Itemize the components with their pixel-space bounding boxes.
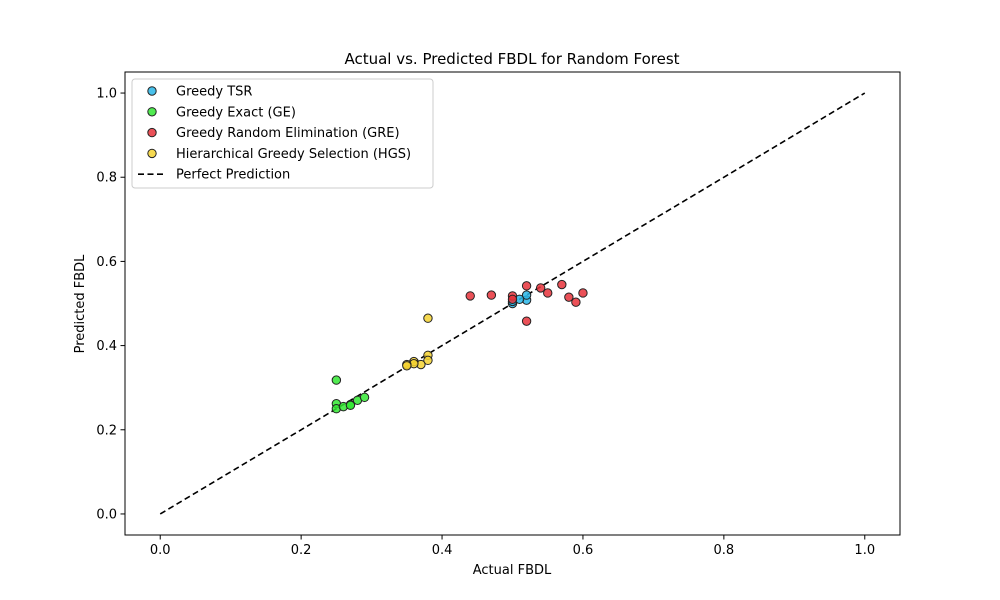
x-tick-label: 1.0 [854, 543, 875, 558]
data-point [402, 361, 412, 371]
data-point [571, 297, 581, 307]
x-tick-label: 0.2 [291, 543, 312, 558]
data-point [578, 288, 588, 298]
data-point [359, 392, 370, 403]
x-tick-label: 0.0 [150, 543, 171, 558]
data-point [535, 283, 546, 293]
legend-label: Hierarchical Greedy Selection (HGS) [176, 147, 411, 162]
y-tick-label: 1.0 [96, 87, 117, 102]
data-point [521, 316, 532, 326]
legend-label: Greedy TSR [176, 85, 252, 100]
plot-frame [124, 71, 901, 536]
data-point [423, 355, 433, 366]
data-point [507, 294, 518, 304]
series-4 [402, 313, 433, 371]
data-point [521, 281, 532, 291]
x-tick-label: 0.6 [573, 543, 594, 558]
x-tick-label: 0.4 [432, 543, 453, 558]
data-point [345, 400, 356, 411]
plot-area [159, 92, 866, 515]
y-tick-label: 0.4 [96, 339, 117, 354]
data-point [486, 290, 497, 300]
legend-marker [147, 127, 157, 138]
legend-box [131, 78, 434, 189]
y-tick-label: 0.6 [96, 255, 117, 270]
x-axis-label: Actual FBDL [473, 563, 552, 578]
legend-marker [147, 86, 157, 96]
x-tick-label: 0.8 [714, 543, 735, 558]
legend-marker [147, 148, 157, 159]
legend-marker [147, 107, 157, 117]
data-point [465, 291, 475, 301]
data-point [423, 313, 433, 323]
axes: 0.0 0.2 0.4 0.6 0.8 1.0 0.0 0.2 0.4 0.6 0.8 1.0 [96, 71, 901, 558]
data-point [331, 375, 342, 385]
y-tick-label: 0.2 [96, 423, 117, 438]
series-2 [331, 375, 370, 414]
data-point [543, 288, 553, 298]
y-axis-label: Predicted FBDL [73, 254, 88, 354]
chart-title: Actual vs. Predicted FBDL for Random For… [344, 50, 679, 68]
legend-label: Greedy Random Elimination (GRE) [176, 126, 400, 141]
legend: Greedy TSR Greedy Exact (GE) Greedy Random… [131, 78, 434, 189]
series-3 [465, 279, 588, 326]
legend-label: Greedy Exact (GE) [176, 105, 296, 120]
data-point [521, 290, 532, 300]
y-tick-label: 0.0 [96, 507, 117, 522]
data-point [564, 292, 574, 302]
data-point [557, 279, 567, 290]
legend-label: Perfect Prediction [176, 168, 290, 183]
y-tick-label: 0.8 [96, 171, 117, 186]
